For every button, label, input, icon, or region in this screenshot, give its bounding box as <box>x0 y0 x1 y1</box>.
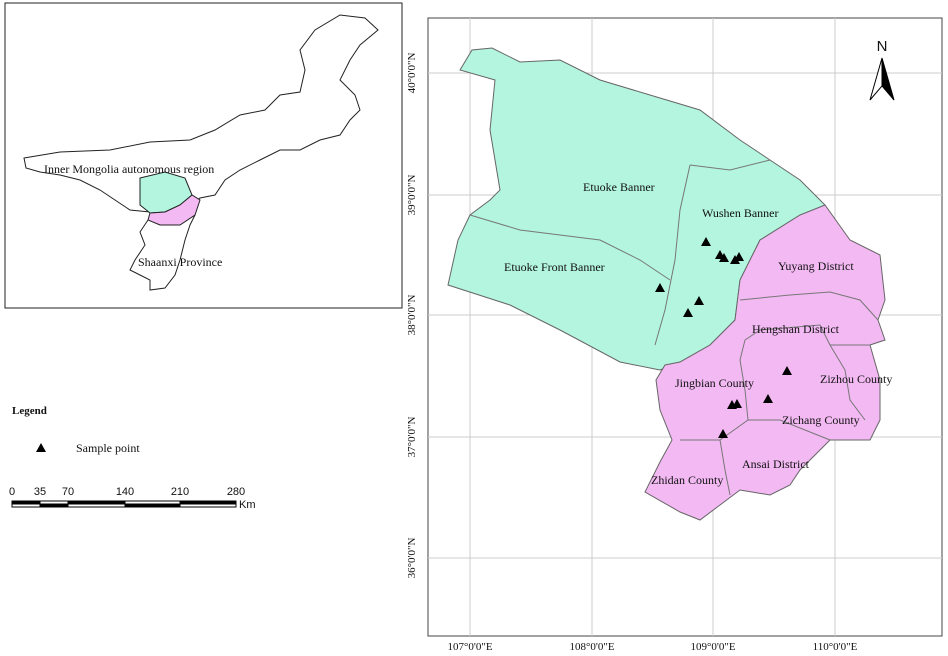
scale-label: 70 <box>62 486 74 498</box>
region-label: Ansai District <box>742 457 810 471</box>
sample-point <box>734 252 744 261</box>
scale-segment <box>11 503 41 508</box>
region-yulin-yanan <box>644 204 886 521</box>
y-axis-label: 40°0'0"N <box>406 53 418 94</box>
y-axis-label: 38°0'0"N <box>406 295 418 336</box>
shaanxi-outline <box>129 214 196 291</box>
region-label: Etuoke Banner <box>583 180 655 194</box>
scale-unit: Km <box>239 499 256 511</box>
sample-point <box>701 237 711 246</box>
legend-title: Legend <box>12 405 47 417</box>
inner-mongolia-outline <box>23 14 379 213</box>
sample-point <box>732 399 742 408</box>
scale-label: 140 <box>116 486 134 498</box>
scale-label: 35 <box>34 486 46 498</box>
sample-point <box>683 308 693 317</box>
scale-segment <box>67 503 126 508</box>
region-label: Jingbian County <box>675 376 754 390</box>
legend-label: Sample point <box>76 441 140 455</box>
x-axis-label: 110°0'0"E <box>813 641 858 653</box>
y-axis-label: 39°0'0"N <box>406 175 418 216</box>
region-label: Zichang County <box>782 413 860 427</box>
sample-points <box>655 237 792 438</box>
legend-marker <box>36 443 46 452</box>
scale-label: 210 <box>171 486 189 498</box>
scale-segment <box>39 503 69 508</box>
region-label: Wushen Banner <box>702 206 779 220</box>
sample-point <box>763 394 773 403</box>
scale-label: 280 <box>227 486 245 498</box>
region-label: Zizhou County <box>820 372 892 386</box>
scale-segment <box>124 503 181 508</box>
x-axis-label: 109°0'0"E <box>690 641 735 653</box>
sample-point <box>655 283 665 292</box>
region-label: Etuoke Front Banner <box>504 260 605 274</box>
region-label: Zhidan County <box>651 473 723 487</box>
north-arrow <box>881 57 895 101</box>
y-axis-label: 36°0'0"N <box>406 538 418 579</box>
x-axis-label: 108°0'0"E <box>569 641 614 653</box>
sample-point <box>719 253 729 262</box>
north-label: N <box>877 38 888 55</box>
inset-label: Inner Mongolia autonomous region <box>44 162 214 176</box>
boundaries <box>469 159 879 496</box>
scale-label: 0 <box>9 486 15 498</box>
y-axis-label: 37°0'0"N <box>406 417 418 458</box>
region-label: Yuyang District <box>778 259 854 273</box>
inset-label: Shaanxi Province <box>138 255 222 269</box>
sample-point <box>718 429 728 438</box>
region-label: Hengshan District <box>752 322 840 336</box>
x-axis-label: 107°0'0"E <box>447 641 492 653</box>
sample-point <box>782 366 792 375</box>
inset-highlight-south <box>147 194 201 226</box>
scale-segment <box>179 503 237 508</box>
sample-point <box>694 296 704 305</box>
